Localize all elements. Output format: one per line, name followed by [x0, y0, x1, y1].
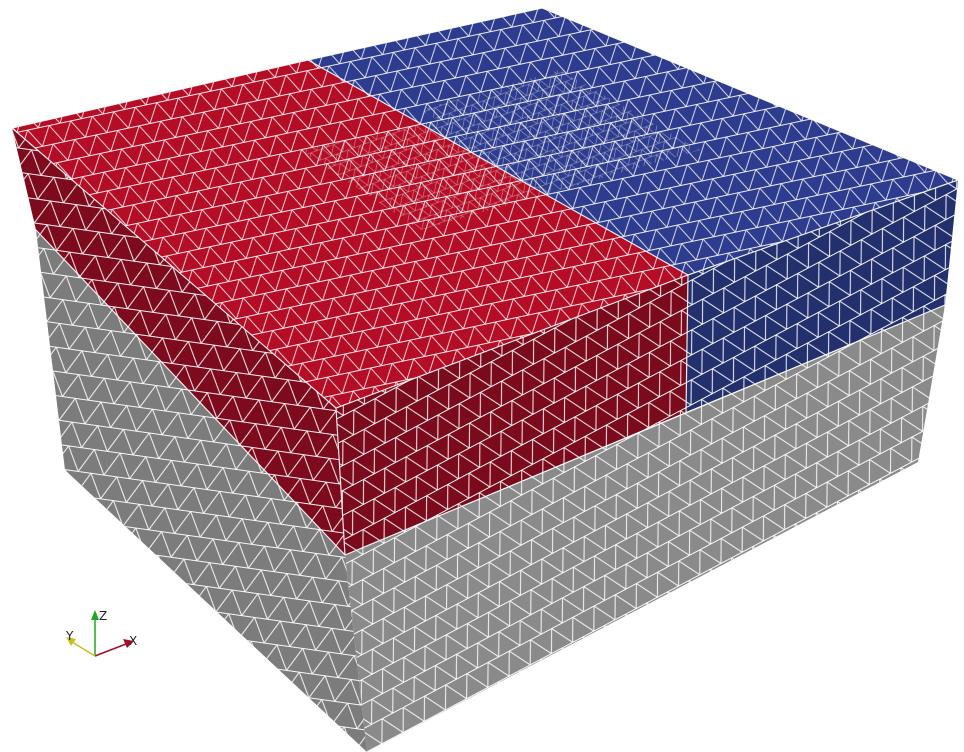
axis-label-z: Z [99, 609, 107, 623]
z-axis-arrow [91, 610, 99, 620]
y-axis-arrow [66, 637, 76, 646]
red-region[interactable] [12, 60, 688, 555]
mesh-edges [11, 7, 959, 556]
y-axis-line [71, 641, 96, 657]
orientation-axes[interactable]: Z X Y [65, 609, 137, 657]
blue-region[interactable] [308, 8, 958, 412]
axis-label-y: Y [65, 629, 74, 643]
gray-region[interactable] [36, 230, 945, 752]
axis-label-x: X [129, 634, 137, 648]
x-axis-arrow [123, 639, 134, 648]
x-axis-line [94, 643, 127, 657]
